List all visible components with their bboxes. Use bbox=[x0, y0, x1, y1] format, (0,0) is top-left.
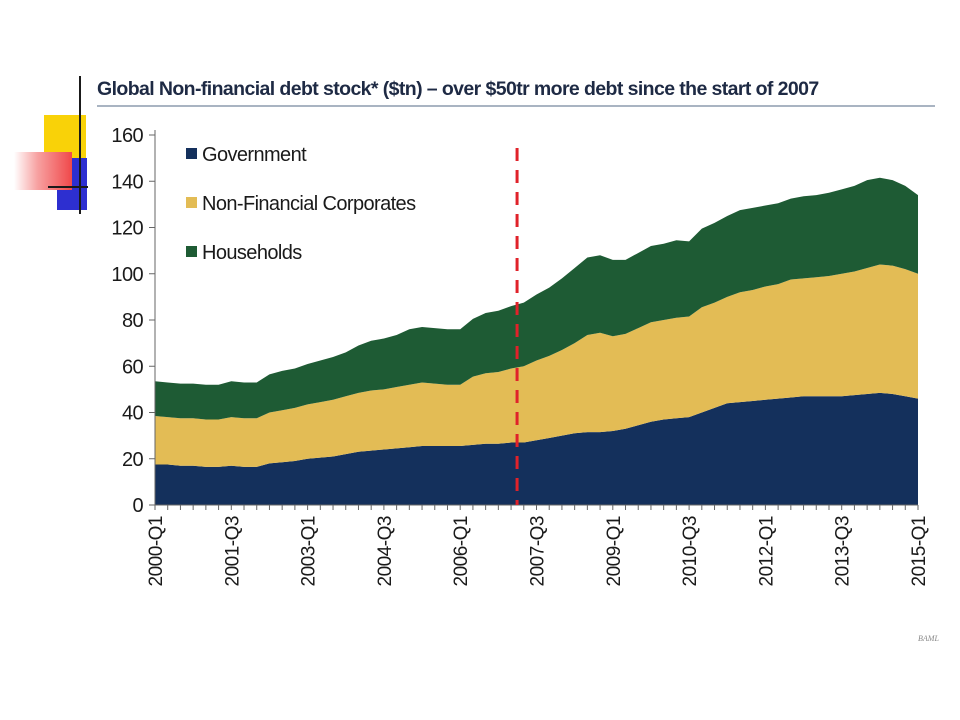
y-tick-label: 100 bbox=[111, 264, 143, 286]
area-government bbox=[155, 392, 918, 505]
y-tick-label: 0 bbox=[132, 495, 143, 517]
y-tick-label: 160 bbox=[111, 125, 143, 147]
chart-title: Global Non-financial debt stock* ($tn) –… bbox=[97, 78, 819, 100]
legend-label-non-financial-corporates: Non-Financial Corporates bbox=[202, 193, 416, 215]
y-tick-label: 140 bbox=[111, 171, 143, 193]
area-households bbox=[155, 177, 918, 420]
x-tick-label: 2012-Q1 bbox=[756, 516, 777, 586]
x-tick-label: 2010-Q3 bbox=[680, 516, 701, 586]
title-rule bbox=[97, 105, 935, 107]
legend-label-households: Households bbox=[202, 242, 302, 264]
y-tick-label: 40 bbox=[122, 403, 144, 425]
y-tick-label: 120 bbox=[111, 218, 143, 240]
x-tick-label: 2009-Q1 bbox=[604, 516, 625, 586]
x-tick-label: 2004-Q3 bbox=[375, 516, 396, 586]
decorative-horizontal-line bbox=[48, 186, 88, 188]
legend-label-government: Government bbox=[202, 144, 307, 166]
x-tick-label: 2013-Q3 bbox=[833, 516, 854, 586]
legend-swatch-non-financial-corporates bbox=[186, 197, 197, 208]
y-tick-label: 80 bbox=[122, 310, 144, 332]
x-tick-label: 2001-Q3 bbox=[222, 516, 243, 586]
area-non-financial-corporates bbox=[155, 264, 918, 467]
y-tick-label: 60 bbox=[122, 356, 144, 378]
x-tick-label: 2006-Q1 bbox=[451, 516, 472, 586]
x-tick-label: 2000-Q1 bbox=[146, 516, 167, 586]
x-tick-label: 2003-Q1 bbox=[299, 516, 320, 586]
y-tick-label: 20 bbox=[122, 449, 144, 471]
decorative-red-gradient-bar bbox=[14, 152, 72, 190]
x-tick-label: 2015-Q1 bbox=[909, 516, 930, 586]
source-note: BAML bbox=[918, 634, 939, 643]
decorative-vertical-line bbox=[79, 76, 81, 214]
legend-swatch-households bbox=[186, 246, 197, 257]
x-tick-label: 2007-Q3 bbox=[528, 516, 549, 586]
legend-swatch-government bbox=[186, 148, 197, 159]
